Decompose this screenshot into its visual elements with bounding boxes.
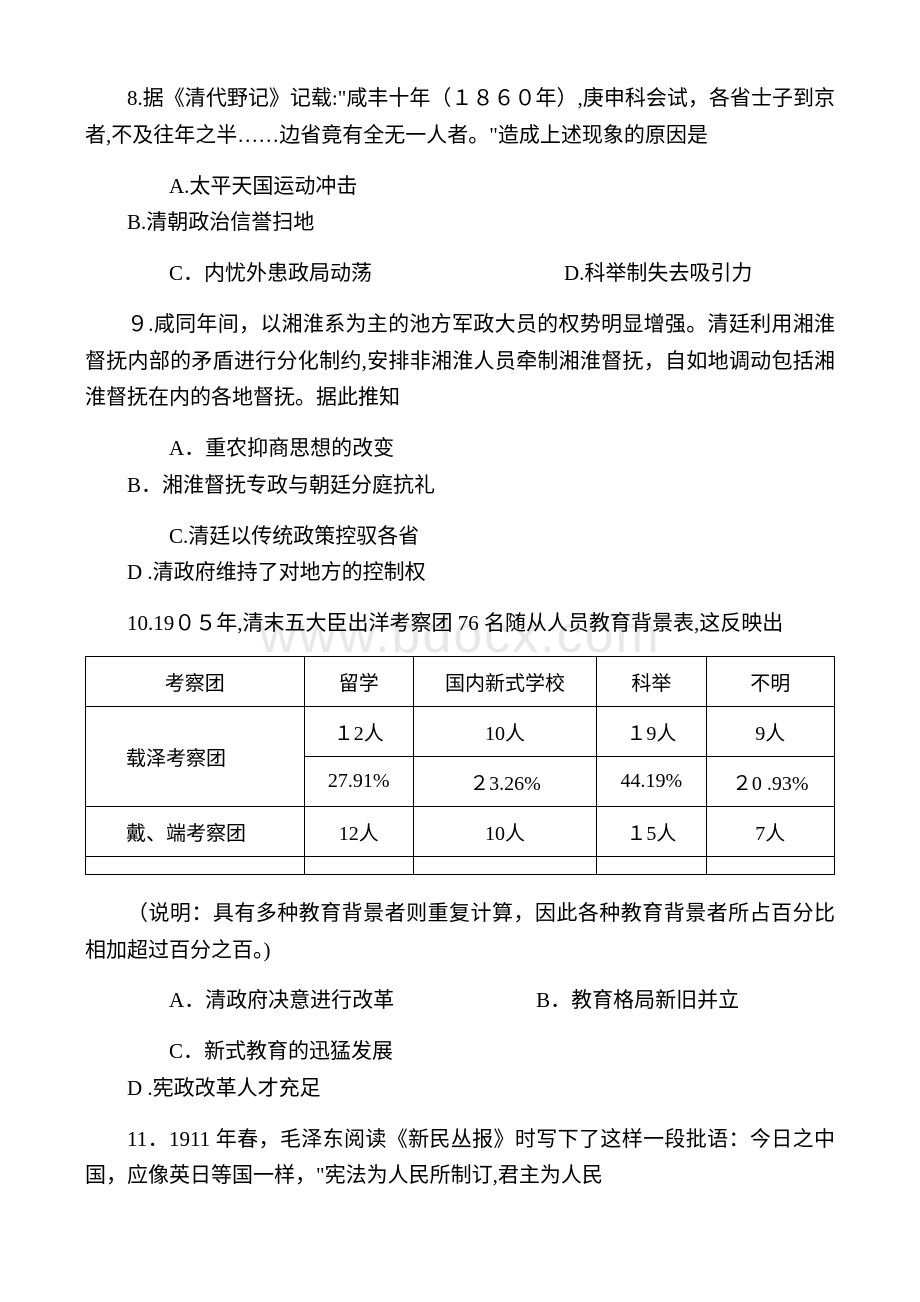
cell: 9人: [706, 706, 834, 756]
q8-opt-c: C．内忧外患政局动荡: [127, 255, 372, 292]
cell: １5人: [597, 806, 706, 856]
cell: 27.91%: [304, 756, 413, 806]
q9-options-cd: C.清廷以传统政策控驭各省D .清政府维持了对地方的控制权: [85, 518, 835, 592]
cell: 10人: [413, 806, 596, 856]
q9-opt-a: A．重农抑商思想的改变: [127, 430, 394, 467]
q9-options-ab: A．重农抑商思想的改变B．湘淮督抚专政与朝廷分庭抗礼: [85, 430, 835, 504]
q10-options-ab: A．清政府决意进行改革 B．教育格局新旧并立: [85, 982, 835, 1019]
q10-opt-b: B．教育格局新旧并立: [494, 982, 739, 1019]
document-content: 8.据《清代野记》记载:"咸丰十年（１８６０年）,庚申科会试，各省士子到京者,不…: [85, 80, 835, 1194]
q10-opt-c: C．新式教育的迅猛发展: [127, 1033, 393, 1070]
th-study-abroad: 留学: [304, 656, 413, 706]
q10-table: 考察团 留学 国内新式学校 科举 不明 载泽考察团 １2人 10人 １9人 9人…: [85, 656, 835, 875]
cell: １9人: [597, 706, 706, 756]
cell: 44.19%: [597, 756, 706, 806]
q11-text: 11．1911 年春，毛泽东阅读《新民丛报》时写下了这样一段批语：今日之中国，应…: [85, 1121, 835, 1195]
cell: １2人: [304, 706, 413, 756]
q8-options-cd: C．内忧外患政局动荡 D.科举制失去吸引力: [85, 255, 835, 292]
cell: ２0 .93%: [706, 756, 834, 806]
th-unknown: 不明: [706, 656, 834, 706]
q8-opt-b: B.清朝政治信誉扫地: [85, 204, 314, 241]
q8-text: 8.据《清代野记》记载:"咸丰十年（１８６０年）,庚申科会试，各省士子到京者,不…: [85, 80, 835, 154]
cell: 10人: [413, 706, 596, 756]
cell: 7人: [706, 806, 834, 856]
group2-label: 戴、端考察团: [86, 806, 305, 856]
q8-options-ab: A.太平天国运动冲击B.清朝政治信誉扫地: [85, 168, 835, 242]
group1-label: 载泽考察团: [86, 706, 305, 806]
q8-opt-a: A.太平天国运动冲击: [127, 168, 357, 205]
q10-text: 10.19０５年,清末五大臣出洋考察团 76 名随从人员教育背景表,这反映出: [85, 605, 835, 642]
q8-opt-d: D.科举制失去吸引力: [522, 255, 752, 292]
q9-opt-c: C.清廷以传统政策控驭各省: [127, 518, 419, 555]
q10-opt-d: D .宪政改革人才充足: [85, 1070, 321, 1107]
table-empty-row: [86, 856, 835, 874]
cell: 12人: [304, 806, 413, 856]
cell: ２3.26%: [413, 756, 596, 806]
th-domestic-school: 国内新式学校: [413, 656, 596, 706]
q10-opt-a: A．清政府决意进行改革: [127, 982, 394, 1019]
q9-opt-b: B．湘淮督抚专政与朝廷分庭抗礼: [85, 467, 435, 504]
q9-opt-d: D .清政府维持了对地方的控制权: [85, 554, 426, 591]
table-row: 载泽考察团 １2人 10人 １9人 9人: [86, 706, 835, 756]
q10-note: （说明：具有多种教育背景者则重复计算，因此各种教育背景者所占百分比相加超过百分之…: [85, 895, 835, 969]
table-row: 戴、端考察团 12人 10人 １5人 7人: [86, 806, 835, 856]
q9-text: ９.咸同年间，以湘淮系为主的池方军政大员的权势明显增强。清廷利用湘淮督抚内部的矛…: [85, 306, 835, 416]
table-header-row: 考察团 留学 国内新式学校 科举 不明: [86, 656, 835, 706]
th-group: 考察团: [86, 656, 305, 706]
th-keju: 科举: [597, 656, 706, 706]
q10-options-cd: C．新式教育的迅猛发展D .宪政改革人才充足: [85, 1033, 835, 1107]
